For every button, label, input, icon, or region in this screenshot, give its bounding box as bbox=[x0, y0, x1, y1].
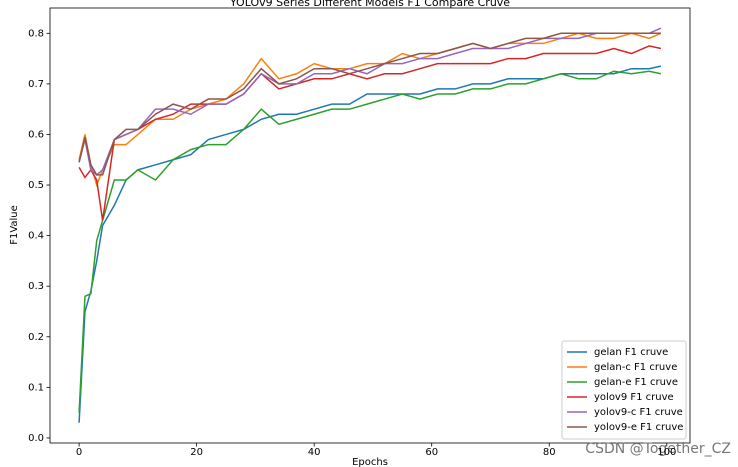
legend-label: yolov9-e F1 cruve bbox=[594, 422, 683, 433]
legend-label: gelan-e F1 cruve bbox=[594, 377, 678, 388]
y-tick-label: 0.6 bbox=[28, 129, 44, 140]
legend-label: yolov9-c F1 cruve bbox=[594, 407, 683, 418]
x-tick-label: 100 bbox=[657, 447, 676, 458]
series-line bbox=[78, 32, 661, 176]
legend-label: gelan F1 cruve bbox=[594, 347, 668, 358]
y-axis-label: F1Value bbox=[9, 205, 20, 245]
y-tick-label: 0.3 bbox=[28, 281, 44, 292]
y-tick-label: 0.0 bbox=[28, 433, 44, 444]
series-line bbox=[78, 70, 662, 413]
plot-frame bbox=[49, 7, 691, 444]
series-line bbox=[78, 32, 662, 188]
watermark: CSDN @Together_CZ bbox=[585, 441, 731, 457]
y-tick-label: 0.5 bbox=[28, 180, 44, 191]
legend-label: gelan-c F1 cruve bbox=[594, 362, 677, 373]
x-tick-label: 60 bbox=[425, 447, 438, 458]
x-axis-label: Epochs bbox=[352, 457, 388, 467]
x-tick-label: 0 bbox=[76, 447, 82, 458]
y-tick-label: 0.4 bbox=[28, 231, 44, 242]
y-tick-label: 0.8 bbox=[28, 28, 44, 39]
y-tick-label: 0.1 bbox=[28, 382, 44, 393]
legend-label: yolov9 F1 cruve bbox=[594, 392, 674, 403]
legend: gelan F1 cruve gelan-c F1 cruve gelan-e F1… bbox=[561, 340, 687, 440]
chart-title: YOLOv9 Series Different Models F1 Compar… bbox=[229, 0, 510, 9]
series-line bbox=[78, 27, 662, 176]
legend-box bbox=[561, 340, 687, 440]
x-tick-label: 80 bbox=[543, 447, 556, 458]
y-tick-label: 0.2 bbox=[28, 332, 44, 343]
x-tick-label: 40 bbox=[308, 447, 321, 458]
y-tick-label: 0.7 bbox=[28, 79, 44, 90]
x-tick-label: 20 bbox=[190, 447, 203, 458]
